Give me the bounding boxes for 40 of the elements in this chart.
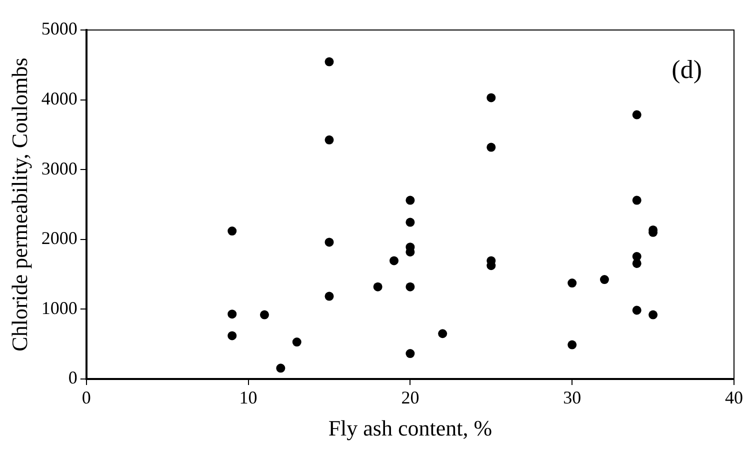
point — [406, 282, 415, 292]
annotation: (d) — [672, 54, 702, 84]
point — [486, 93, 496, 102]
x-tick-label: 40 — [725, 388, 743, 408]
point — [324, 57, 334, 66]
point — [486, 142, 496, 152]
point — [438, 329, 448, 338]
point — [260, 310, 269, 320]
x-tick-label: 20 — [401, 388, 420, 408]
point — [324, 238, 334, 247]
y-tick-label: 2000 — [41, 228, 78, 248]
point — [406, 196, 415, 205]
x-tick-label: 10 — [239, 388, 258, 408]
point — [228, 226, 237, 236]
point — [406, 349, 415, 358]
y-axis-title: Chloride permeability, Coulombs — [6, 58, 32, 352]
point — [373, 282, 382, 292]
x-axis-title: Fly ash content, % — [328, 416, 492, 441]
point — [632, 110, 642, 120]
point — [632, 196, 642, 205]
point — [568, 340, 577, 350]
point — [600, 275, 609, 284]
y-tick-label: 4000 — [41, 88, 78, 109]
x-tick-label: 30 — [563, 388, 582, 408]
y-tick-label: 5000 — [41, 18, 78, 39]
point — [324, 292, 334, 301]
point — [228, 310, 237, 319]
point — [390, 256, 399, 266]
point — [406, 218, 415, 227]
y-tick-label: 3000 — [41, 158, 78, 178]
point — [632, 306, 642, 315]
y-tick-label: 0 — [68, 368, 78, 388]
x-tick-label: 0 — [82, 388, 91, 408]
point — [568, 278, 577, 288]
y-tick-label: 1000 — [41, 298, 78, 318]
point — [324, 135, 334, 144]
point — [276, 364, 286, 373]
point — [228, 331, 237, 340]
point — [292, 338, 302, 347]
point — [648, 310, 658, 320]
